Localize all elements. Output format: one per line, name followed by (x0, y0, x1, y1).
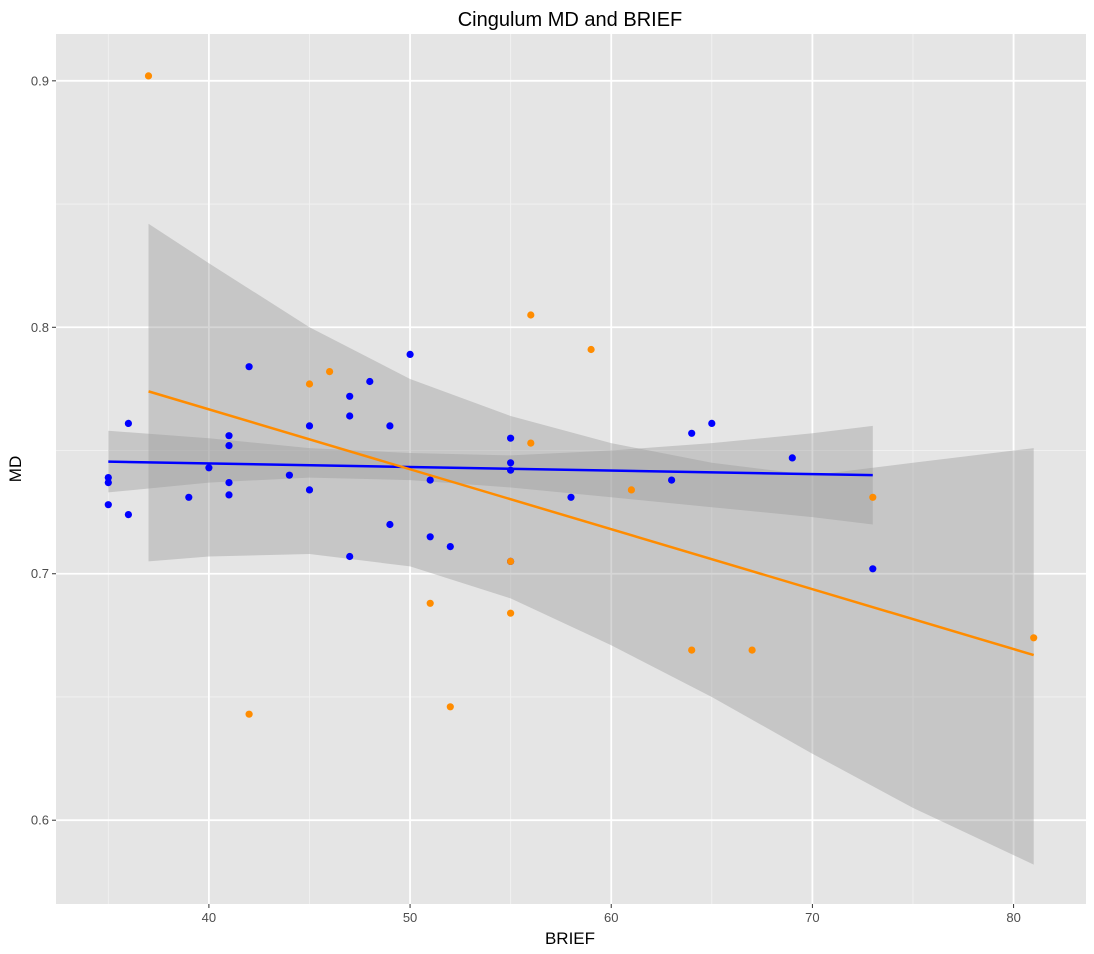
data-point-series-1 (446, 543, 454, 551)
data-point-series-2 (527, 311, 535, 319)
fit-line-series-2 (148, 390, 1035, 657)
fit-line-series-1 (108, 460, 873, 477)
data-point-series-1 (567, 493, 575, 501)
data-point-series-2 (1030, 634, 1038, 642)
confidence-band-1 (108, 425, 873, 525)
data-point-series-2 (587, 345, 595, 354)
data-point-series-1 (346, 392, 354, 400)
fit-lines (108, 390, 1035, 657)
data-point-series-2 (527, 439, 535, 447)
data-point-series-1 (225, 442, 233, 450)
data-point-series-1 (305, 422, 314, 430)
data-point-series-2 (245, 710, 253, 718)
data-point-series-2 (305, 380, 314, 388)
x-tick-label: 50 (403, 910, 417, 925)
x-tick-label: 80 (1006, 910, 1020, 925)
data-point-series-2 (426, 599, 434, 607)
data-point-series-1 (225, 491, 233, 499)
data-point-series-1 (346, 412, 354, 420)
data-point-series-1 (346, 552, 354, 561)
data-point-series-1 (366, 377, 374, 386)
data-point-series-1 (708, 419, 716, 427)
data-point-series-2 (507, 609, 515, 617)
data-point-series-2 (507, 557, 515, 566)
y-axis: 0.6 0.7 0.8 0.9 (31, 73, 56, 828)
data-point-series-1 (285, 471, 293, 479)
data-point-series-1 (386, 422, 394, 430)
data-point-series-2 (869, 493, 877, 501)
data-point-series-2 (326, 368, 334, 376)
y-tick-label: 0.7 (31, 566, 49, 581)
data-point-series-1 (869, 565, 877, 573)
data-points (104, 72, 1038, 718)
x-axis-title: BRIEF (545, 929, 595, 948)
data-point-series-2 (446, 703, 454, 711)
data-point-series-1 (507, 434, 515, 442)
data-point-series-2 (627, 486, 636, 494)
y-tick-label: 0.6 (31, 813, 49, 828)
data-point-series-2 (748, 646, 756, 654)
x-tick-label: 60 (604, 910, 618, 925)
data-point-series-2 (688, 646, 696, 654)
data-point-series-1 (205, 464, 213, 472)
data-point-series-1 (668, 476, 676, 484)
y-tick-label: 0.8 (31, 320, 49, 335)
data-point-series-1 (386, 520, 394, 529)
data-point-series-1 (104, 501, 112, 509)
chart-title: Cingulum MD and BRIEF (458, 9, 683, 31)
data-point-series-1 (124, 419, 132, 427)
x-tick-label: 70 (805, 910, 819, 925)
data-point-series-1 (124, 510, 132, 519)
data-point-series-1 (225, 479, 233, 487)
data-point-series-1 (305, 486, 314, 494)
data-point-series-1 (104, 474, 112, 482)
data-point-series-1 (104, 479, 112, 487)
data-point-series-1 (426, 533, 434, 541)
data-point-series-1 (788, 454, 796, 462)
y-axis-title: MD (6, 456, 25, 482)
y-tick-label: 0.9 (31, 73, 49, 88)
x-tick-label: 40 (202, 910, 216, 925)
data-point-series-1 (225, 432, 233, 440)
data-point-series-2 (144, 72, 153, 80)
data-point-series-1 (507, 459, 515, 467)
data-point-series-1 (688, 429, 696, 437)
x-axis: 40 50 60 70 80 (202, 904, 1021, 925)
data-point-series-1 (426, 476, 434, 484)
data-point-series-1 (185, 493, 193, 501)
data-point-series-1 (406, 350, 414, 358)
data-point-series-1 (245, 363, 253, 371)
